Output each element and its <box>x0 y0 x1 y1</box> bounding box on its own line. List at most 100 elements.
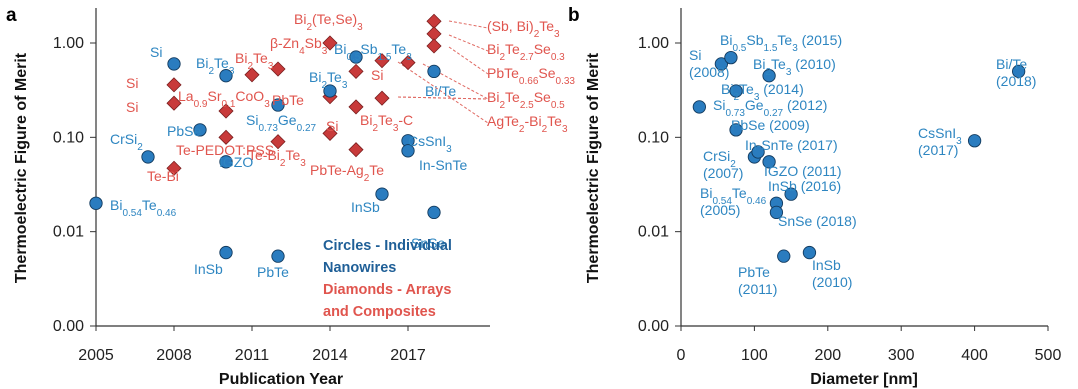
circle-point-label-part: Bi <box>721 81 733 97</box>
circle-point-label-part: Bi <box>309 69 321 85</box>
panel-b-x-ticks: 0 100 200 300 400 500 <box>677 326 1061 364</box>
diamond-point <box>270 134 286 150</box>
circle-point-label-part: IGZO <box>219 154 253 170</box>
diamond-point-label-part: Te-PEDOT:PSS <box>176 142 274 158</box>
circle-point-label: IGZO (2011) <box>764 163 842 179</box>
diamond-point <box>348 63 364 79</box>
circle-point-label-part: (2007) <box>703 165 743 181</box>
circle-point <box>219 69 233 83</box>
circle-point-label-part: 2 <box>733 92 739 103</box>
panel-b-y-tick-label: 0.10 <box>638 129 669 146</box>
callout-label-part: -Bi <box>524 113 541 129</box>
circle-point <box>967 134 982 148</box>
circle-point <box>219 155 233 169</box>
diamond-point-label-part: Sb <box>305 35 322 51</box>
diamond-point-label-part: 2 <box>306 22 312 33</box>
panel-a-x-tick-label: 2014 <box>312 347 348 364</box>
circle-point-label-part: (2015) <box>798 32 842 48</box>
circle-point-label: InSb <box>351 199 380 215</box>
panel-a-x-tick-label: 2005 <box>78 347 114 364</box>
circle-point-label-part: 1.5 <box>763 43 777 54</box>
circle-point <box>349 50 363 64</box>
circle-point-label-part: Te <box>214 55 229 71</box>
diamond-point-label-part: PbTe <box>487 65 519 81</box>
circle-point-label-part: (2008) <box>689 64 729 80</box>
panel-a-x-tick-label: 2011 <box>235 347 270 364</box>
panel-b: b 0.00 0.01 0.10 1.00 0 100 200 300 400 500 Ther… <box>568 5 1061 388</box>
circle-point-label: Bi0.5Sb1.5Te3 (2015) <box>720 32 842 54</box>
circle-point-label: CsSnI3 <box>408 133 452 155</box>
circle-point-label: PbSe (2009) <box>731 117 810 133</box>
diamond-point-label: Bi2Te3-C <box>360 112 413 134</box>
diamond-point <box>322 125 338 141</box>
diamond-point-label: La0.9Sr0.1CoO3 <box>178 88 270 110</box>
diamond-point <box>218 103 234 119</box>
circle-point-label: In-SnTe <box>419 157 467 173</box>
diamond-point-label-part: Si <box>126 99 138 115</box>
diamond-point-label-part: 2 <box>247 61 253 72</box>
circle-point-label-part: Bi/Te <box>425 83 456 99</box>
panel-a-y-ticks: 0.00 0.01 0.10 1.00 <box>53 35 96 335</box>
circle-point-label: Bi/Te <box>425 83 456 99</box>
legend-circles-line1: Circles - Individual <box>323 238 452 254</box>
circle-point-label-part: Ge <box>745 97 764 113</box>
callout-label-part: 2.5 <box>520 100 534 111</box>
circle-point-label-part: (2010) <box>812 274 852 290</box>
callout-label-part: 2 <box>499 100 505 111</box>
circle-point <box>751 145 765 159</box>
panel-b-y-axis-label: Thermoelectric Figure of Merit <box>585 52 602 283</box>
diamond-point-label-part: Te <box>253 50 268 66</box>
circle-point-label-part: 2 <box>321 80 327 91</box>
circle-point-label-part: 0.27 <box>297 123 317 134</box>
callout-label-part: 0.5 <box>551 100 565 111</box>
circle-point <box>427 64 441 79</box>
circle-point-label-part: CrSi <box>110 131 137 147</box>
circle-point <box>193 123 207 137</box>
diamond-point <box>374 53 390 69</box>
diamond-point-label-part: Te <box>285 147 300 163</box>
circle-point-label-part: (2011) <box>738 281 777 297</box>
circle-point-label-part: PbTe <box>257 264 289 280</box>
panel-b-x-tick-label: 300 <box>888 347 915 364</box>
diamond-point-label-part: 2 <box>372 123 378 134</box>
circle-point-label-part: 0.46 <box>747 196 767 207</box>
diamond-point-label-part: 3 <box>268 61 274 72</box>
diamond-point <box>322 35 338 51</box>
circle-point-label-part: Bi <box>720 32 732 48</box>
diamond-point-label-part: (Te,Se) <box>312 11 357 27</box>
circle-point-label-part: 2 <box>765 67 771 78</box>
circle-point-label-part: (2010) <box>791 56 835 72</box>
panel-a-plot-area <box>89 13 442 263</box>
circle-point <box>271 98 285 112</box>
circle-point-label: SnSe (2018) <box>778 213 857 229</box>
circle-point-label-part: CrSi <box>703 148 730 164</box>
diamond-point-label-part: Te <box>505 41 520 57</box>
circle-point <box>802 245 817 260</box>
diamond-point-label-part: Sr <box>207 88 221 104</box>
diamond-point-label-part: 4 <box>299 46 305 57</box>
diamond-point-label-part: 3 <box>322 46 328 57</box>
diamond-point <box>270 61 286 77</box>
circle-point-label-part: 0.5 <box>732 43 746 54</box>
circle-point <box>89 196 103 210</box>
circle-point <box>762 69 776 83</box>
circle-point-label-part: 3 <box>792 43 798 54</box>
diamond-point-label-part: 3 <box>554 29 560 40</box>
diamond-point-label-part: 2 <box>364 173 370 184</box>
callout-label-part: 3 <box>562 124 568 135</box>
diamond-point <box>426 13 442 29</box>
circle-point-label: Bi0.54Te0.46 <box>110 197 177 219</box>
circle-point-label-part: Bi <box>110 197 122 213</box>
circle-point-label: PbTe <box>257 264 289 280</box>
circle-point-label-part: Bi/Te <box>996 56 1027 72</box>
circle-point-label-part: Te <box>732 185 747 201</box>
diamond-point-label: Si <box>371 67 383 83</box>
circle-point-label-part: InSb <box>812 257 841 273</box>
circle-point-label-part: In-SnTe (2017) <box>745 137 838 153</box>
panel-b-y-ticks: 0.00 0.01 0.10 1.00 <box>638 35 681 335</box>
circle-point-label-part: SnSe (2018) <box>778 213 857 229</box>
diamond-point <box>348 99 364 115</box>
diamond-point-label-part: Se <box>534 41 551 57</box>
diamond-point <box>166 160 182 176</box>
circle-point-label-part: 2 <box>730 159 736 170</box>
